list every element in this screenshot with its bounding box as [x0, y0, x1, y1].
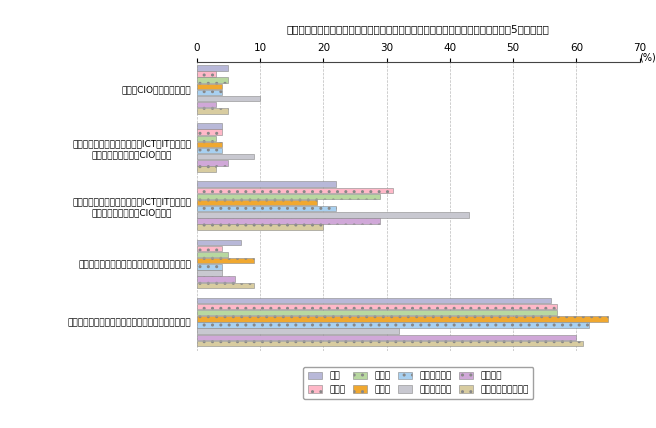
Bar	[197, 187, 393, 193]
Bar	[197, 160, 228, 166]
Bar	[197, 252, 228, 257]
Bar	[197, 96, 260, 101]
Bar	[197, 298, 551, 303]
Bar	[197, 310, 558, 315]
Bar	[197, 108, 228, 113]
Bar	[197, 212, 469, 217]
Bar	[197, 181, 336, 187]
Bar	[197, 71, 216, 77]
Bar	[197, 282, 254, 288]
Bar	[197, 328, 400, 334]
Bar	[197, 102, 216, 107]
Bar	[197, 316, 608, 321]
Bar	[197, 224, 323, 230]
Bar	[197, 270, 222, 276]
Bar	[197, 142, 222, 147]
Bar	[197, 218, 380, 224]
Bar	[197, 194, 380, 199]
Bar	[197, 322, 589, 328]
Bar	[197, 154, 254, 159]
Legend: 全体, 建設業, 製造業, 運輸業, 卸売・小売業, 金融・保険業, 不動産業, サービス業、その他: 全体, 建設業, 製造業, 運輸業, 卸売・小売業, 金融・保険業, 不動産業,…	[303, 367, 533, 398]
Bar	[197, 65, 228, 71]
Bar	[197, 264, 222, 270]
Bar	[197, 341, 583, 346]
Title: 金融・保険業で設置率が比較的高い。それ以外の産業では設置していない企業が5割を超える: 金融・保険業で設置率が比較的高い。それ以外の産業では設置していない企業が5割を超…	[287, 24, 550, 34]
Bar	[197, 129, 222, 135]
Bar	[197, 240, 241, 245]
Bar	[197, 148, 222, 153]
Bar	[197, 136, 216, 141]
Bar	[197, 123, 222, 129]
Text: (%): (%)	[640, 52, 656, 62]
Bar	[197, 276, 235, 282]
Bar	[197, 200, 317, 205]
Bar	[197, 83, 222, 89]
Bar	[197, 77, 228, 83]
Bar	[197, 335, 577, 340]
Bar	[197, 206, 336, 211]
Bar	[197, 304, 558, 309]
Bar	[197, 166, 216, 172]
Bar	[197, 258, 254, 263]
Bar	[197, 246, 222, 251]
Bar	[197, 90, 222, 95]
